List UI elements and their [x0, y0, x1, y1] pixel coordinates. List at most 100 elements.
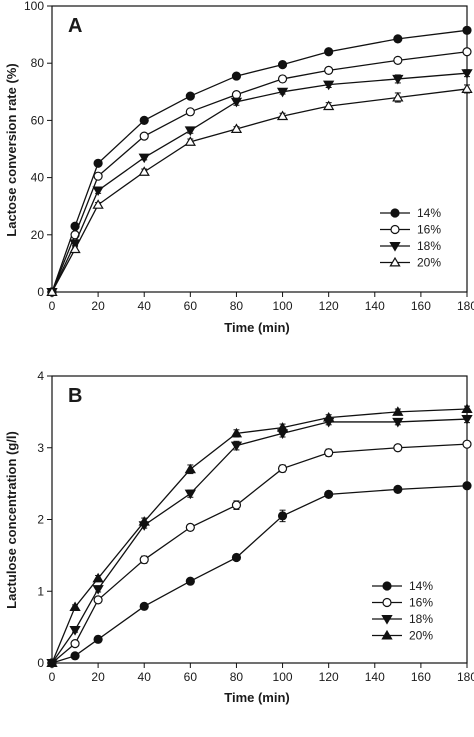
panel-b-y-tick-label: 3 [37, 441, 44, 455]
panel-b-data-point [462, 481, 472, 491]
panel-a-data-point [392, 91, 404, 102]
panel-b-data-point [138, 516, 150, 526]
panel-a-x-tick-label: 140 [365, 299, 385, 313]
panel-a-data-point [185, 91, 195, 101]
panel-b-data-point [324, 489, 334, 499]
panel-a-series-line [51, 51, 468, 293]
panel-a-series-line [51, 88, 468, 293]
panel-a-data-point [138, 166, 150, 176]
panel-b-x-tick-label: 80 [230, 670, 244, 684]
panel-a-data-point [393, 55, 403, 65]
panel-a-data-point [324, 47, 334, 57]
panel-b-x-tick-label: 160 [411, 670, 431, 684]
panel-b-legend-marker [382, 597, 392, 608]
panel-b-data-point [92, 585, 104, 595]
panel-a-data-point [323, 100, 335, 111]
panel-a-legend-label: 20% [417, 256, 441, 270]
panel-b-x-tick-label: 60 [184, 670, 198, 684]
panel-a-x-tick-label: 100 [273, 299, 293, 313]
panel-b-plot-frame [51, 375, 468, 664]
panel-b-series-line [51, 485, 468, 664]
panel-a-data-point [184, 136, 196, 146]
panel-a-series-line [51, 72, 468, 293]
panel-a-y-tick-label: 0 [37, 285, 44, 299]
panel-b-x-tick-label: 0 [49, 670, 56, 684]
panel-b-data-point [139, 601, 149, 611]
panel-a-plot-frame [51, 5, 468, 293]
panel-a-data-point [184, 126, 196, 136]
panel-a-legend-label: 18% [417, 239, 441, 253]
panel-a-data-point [277, 74, 288, 84]
panel-a-series-14pct [47, 25, 472, 297]
panel-a-data-point [46, 286, 58, 296]
panel-b: B Time (min) Lactulose concentration (g/… [4, 369, 474, 705]
panel-a-data-point [276, 110, 289, 121]
panel-b-y-tick-label: 2 [37, 513, 44, 527]
panel-b-series-20pct [46, 403, 473, 668]
panel-a-legend-marker [389, 242, 401, 252]
panel-b-x-tick-label: 100 [273, 670, 293, 684]
panel-a-x-tick-label: 120 [319, 299, 339, 313]
panel-a-label: A [68, 15, 82, 37]
panel-a-data-point [138, 153, 150, 164]
panel-b-data-point [462, 439, 472, 449]
panel-a-y-tick-label: 60 [31, 113, 45, 127]
panel-b-x-tick-label: 20 [91, 670, 105, 684]
panel-a-y-axis-title: Lactose conversion rate (%) [4, 63, 19, 236]
panel-b-data-point [46, 657, 58, 668]
panel-b-legend-marker [382, 581, 392, 591]
panel-a-data-point [276, 87, 289, 98]
panel-a-data-point [230, 97, 243, 108]
panel-b-data-point [231, 552, 242, 563]
panel-a-data-point [92, 186, 104, 197]
panel-a-y-tick-label: 80 [31, 56, 45, 70]
panel-a-y-tick-label: 100 [24, 0, 44, 13]
panel-b-legend-label: 20% [409, 629, 433, 643]
panel-a-series-20pct [46, 83, 473, 296]
panel-b-legend-label: 16% [409, 596, 433, 610]
panel-b-series-14pct [47, 481, 472, 668]
panel-b-data-point [393, 484, 403, 494]
panel-b-data-point [461, 415, 473, 425]
panel-b-data-point [392, 417, 404, 428]
panel-a-x-tick-label: 160 [411, 299, 431, 313]
panel-b-y-tick-label: 0 [37, 656, 44, 670]
panel-b-label: B [68, 385, 82, 407]
panel-b-data-point [184, 489, 196, 500]
panel-a-data-point [93, 158, 103, 168]
panel-b-data-point [185, 576, 195, 586]
panel-b-data-point [277, 511, 288, 521]
panel-b-data-point [461, 403, 473, 414]
panel-a-series-16pct [47, 47, 472, 297]
panel-b-legend-marker [381, 614, 393, 625]
panel-a-data-point [323, 80, 335, 91]
panel-a-x-tick-label: 180 [457, 299, 474, 313]
panel-a-x-tick-label: 20 [91, 299, 105, 313]
panel-a-data-point [461, 83, 473, 93]
panel-a-data-point [139, 115, 149, 126]
panel-b-data-point [392, 406, 404, 416]
panel-a-y-tick-label: 40 [31, 171, 45, 185]
panel-b-x-axis-title: Time (min) [224, 690, 290, 705]
panel-a: A Time (min) Lactose conversion rate (%)… [4, 0, 474, 335]
panel-a-legend-marker [390, 224, 400, 235]
panel-b-data-point [93, 595, 103, 605]
panel-b-data-point [230, 427, 243, 438]
panel-b-data-point [324, 448, 334, 458]
panel-a-legend-marker [390, 208, 400, 218]
panel-a-data-point [461, 69, 473, 79]
panel-b-series-line [51, 408, 468, 664]
panel-a-data-point [462, 25, 472, 35]
panel-b-data-point [393, 443, 403, 453]
panel-a-data-point [231, 71, 242, 81]
panel-a-data-point [231, 90, 242, 100]
panel-b-data-point [323, 412, 335, 422]
panel-a-data-point [392, 74, 404, 85]
panel-b-data-point [70, 639, 80, 649]
panel-b-legend-marker [381, 629, 393, 640]
panel-b-data-point [93, 634, 103, 644]
panel-b-data-point [185, 522, 195, 532]
panel-b-data-point [69, 625, 81, 636]
panel-b-series-16pct [47, 439, 472, 668]
